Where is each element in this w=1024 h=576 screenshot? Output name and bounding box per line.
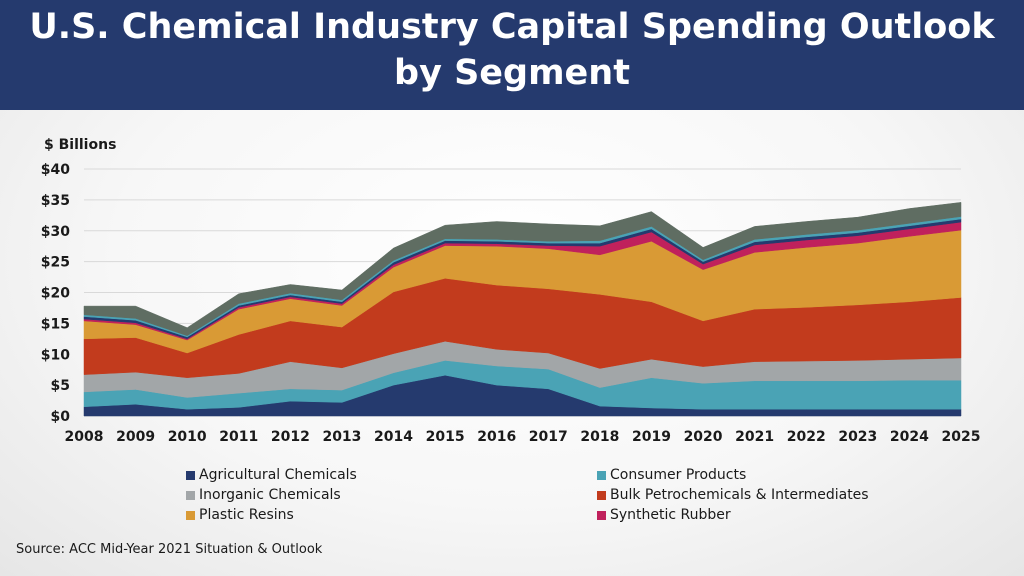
area-series bbox=[83, 202, 962, 417]
legend-swatch bbox=[186, 470, 195, 480]
legend-item: Consumer Products bbox=[597, 467, 746, 483]
y-tick-label: $25 bbox=[41, 255, 70, 271]
x-tick-label: 2017 bbox=[529, 429, 568, 445]
x-tick-label: 2019 bbox=[632, 429, 671, 445]
legend-item: Bulk Petrochemicals & Intermediates bbox=[597, 487, 869, 503]
y-tick-label: $40 bbox=[41, 162, 70, 178]
x-tick-label: 2024 bbox=[890, 429, 929, 445]
legend-label: Synthetic Rubber bbox=[610, 507, 731, 523]
y-tick-label: $10 bbox=[41, 347, 70, 363]
legend-item: Agricultural Chemicals bbox=[186, 467, 357, 483]
x-tick-label: 2010 bbox=[168, 429, 207, 445]
x-axis-ticks: 2008 2009 2010 2011 2012 2013 2014 2015 2016 2017… bbox=[65, 429, 981, 445]
legend-swatch bbox=[597, 490, 606, 500]
x-tick-label: 2023 bbox=[838, 429, 877, 445]
y-tick-label: $15 bbox=[41, 316, 70, 332]
legend-item: Synthetic Rubber bbox=[597, 507, 731, 523]
chart-title-line-1: U.S. Chemical Industry Capital Spending … bbox=[29, 7, 995, 47]
legend-label: Consumer Products bbox=[610, 467, 747, 483]
x-tick-label: 2011 bbox=[219, 429, 258, 445]
x-tick-label: 2018 bbox=[580, 429, 619, 445]
legend-label: Inorganic Chemicals bbox=[199, 487, 341, 503]
y-axis-label: $ Billions bbox=[44, 137, 116, 153]
legend-label: Plastic Resins bbox=[199, 507, 294, 523]
x-tick-label: 2021 bbox=[735, 429, 774, 445]
legend-item: Inorganic Chemicals bbox=[186, 487, 341, 503]
x-tick-label: 2009 bbox=[116, 429, 155, 445]
legend: Agricultural Chemicals Consumer Products I… bbox=[0, 467, 1024, 531]
y-tick-label: $5 bbox=[51, 378, 70, 394]
y-tick-label: $20 bbox=[41, 286, 70, 302]
x-tick-label: 2014 bbox=[374, 429, 413, 445]
y-tick-label: $35 bbox=[41, 193, 70, 209]
x-tick-label: 2008 bbox=[65, 429, 104, 445]
legend-swatch bbox=[186, 490, 195, 500]
x-tick-label: 2016 bbox=[477, 429, 516, 445]
x-tick-label: 2015 bbox=[426, 429, 465, 445]
stacked-area-chart: $0$5$10$15$20$25$30$35$40 2008 2009 2010 20… bbox=[41, 137, 981, 445]
x-tick-label: 2012 bbox=[271, 429, 310, 445]
legend-label: Bulk Petrochemicals & Intermediates bbox=[610, 487, 869, 503]
source-note: Source: ACC Mid-Year 2021 Situation & Ou… bbox=[16, 542, 323, 557]
x-tick-label: 2013 bbox=[322, 429, 361, 445]
y-tick-label: $30 bbox=[41, 224, 70, 240]
x-tick-label: 2025 bbox=[942, 429, 981, 445]
legend-swatch bbox=[186, 510, 195, 520]
x-tick-label: 2020 bbox=[684, 429, 723, 445]
legend-item: Plastic Resins bbox=[186, 507, 294, 523]
area-other-gray-green bbox=[83, 202, 962, 336]
chart-title: U.S. Chemical Industry Capital Spending … bbox=[0, 4, 1024, 96]
chart-title-line-2: by Segment bbox=[394, 53, 630, 93]
x-tick-label: 2022 bbox=[787, 429, 826, 445]
y-axis-ticks: $0 $5 $10 $15 $20 $25 $30 $35 $40 bbox=[41, 162, 70, 425]
y-tick-label: $0 bbox=[51, 409, 71, 425]
title-bar: U.S. Chemical Industry Capital Spending … bbox=[0, 0, 1024, 110]
legend-swatch bbox=[597, 510, 606, 520]
legend-label: Agricultural Chemicals bbox=[199, 467, 357, 483]
legend-swatch bbox=[597, 470, 606, 480]
